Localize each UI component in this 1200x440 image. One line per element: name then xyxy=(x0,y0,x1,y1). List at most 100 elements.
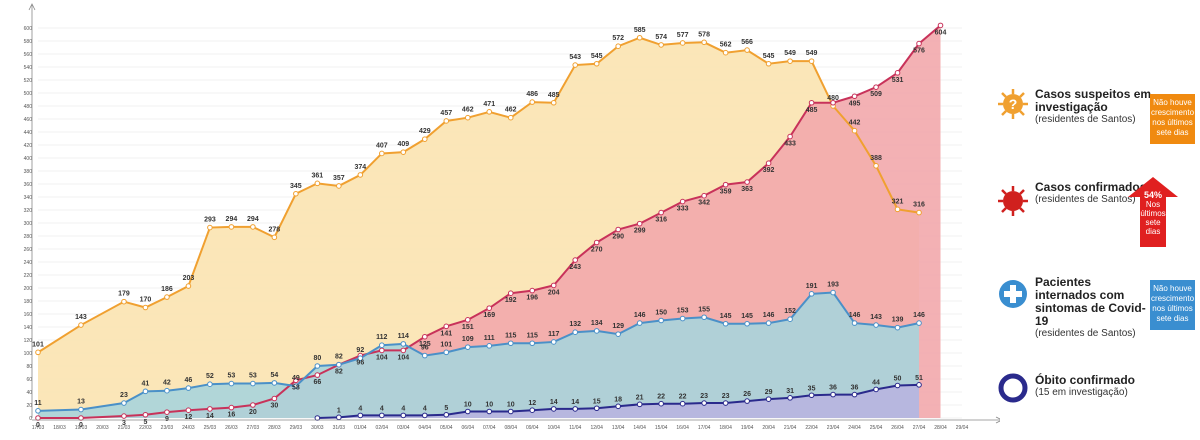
data-label: 407 xyxy=(376,142,388,149)
y-tick-label: 220 xyxy=(24,273,33,279)
data-label: 545 xyxy=(763,53,775,60)
data-point xyxy=(615,226,621,233)
x-tick-label: 17/03 xyxy=(32,425,45,431)
data-point xyxy=(701,39,707,46)
data-label: 104 xyxy=(376,354,388,361)
data-label: 10 xyxy=(507,402,515,409)
data-point xyxy=(550,339,557,345)
data-label: 12 xyxy=(528,400,536,407)
x-tick-label: 25/04 xyxy=(870,425,883,431)
data-label: 23 xyxy=(700,393,708,400)
data-label: 42 xyxy=(163,380,171,387)
data-label: 0 xyxy=(79,422,83,429)
data-label: 146 xyxy=(849,312,861,319)
data-point xyxy=(679,400,686,407)
chart-axes xyxy=(28,3,1000,424)
data-label: 146 xyxy=(913,312,925,319)
data-point xyxy=(658,209,664,216)
x-tick-label: 27/04 xyxy=(913,425,926,431)
legend-confirmados-title: Casos confirmados (residentes de Santos) xyxy=(1035,181,1155,206)
data-point xyxy=(916,320,922,326)
area-3 xyxy=(317,384,920,418)
x-tick-label: 19/03 xyxy=(75,425,88,431)
data-label: 80 xyxy=(313,355,321,362)
data-point xyxy=(421,333,428,340)
data-point xyxy=(443,411,450,418)
data-label: 58 xyxy=(292,384,300,391)
data-point xyxy=(250,402,256,408)
data-point xyxy=(379,342,385,349)
data-point xyxy=(636,401,643,408)
data-point xyxy=(765,160,772,166)
data-label: 26 xyxy=(743,391,751,398)
data-label: 316 xyxy=(655,217,667,224)
data-label: 457 xyxy=(440,110,452,117)
data-label: 12 xyxy=(185,414,193,421)
legend-internados-title: Pacientes internados com sintomas de Cov… xyxy=(1035,276,1155,340)
data-point xyxy=(400,341,407,347)
data-label: 36 xyxy=(851,385,859,392)
svg-text:?: ? xyxy=(1009,96,1018,112)
data-label: 153 xyxy=(677,308,689,315)
data-label: 203 xyxy=(183,275,195,282)
data-point xyxy=(593,239,600,246)
data-point xyxy=(207,406,213,412)
x-tick-label: 18/04 xyxy=(719,425,732,431)
data-label: 53 xyxy=(227,373,235,380)
y-tick-labels: 0 20 40 60 80 100 120 140 160 180 200 220 240 260 280 3… xyxy=(24,26,33,422)
y-tick-label: 540 xyxy=(24,65,33,71)
data-label: 151 xyxy=(462,324,474,331)
x-tick-label: 13/04 xyxy=(612,425,625,431)
data-point xyxy=(228,380,235,387)
x-tick-label: 20/03 xyxy=(96,425,109,431)
data-label: 44 xyxy=(872,379,880,386)
data-point xyxy=(744,398,750,404)
data-label: 0 xyxy=(36,422,40,429)
data-label: 66 xyxy=(313,379,321,386)
x-tick-label: 10/04 xyxy=(547,425,560,431)
data-label: 18 xyxy=(614,396,622,403)
data-label: 409 xyxy=(397,141,409,148)
y-tick-label: 300 xyxy=(24,221,33,227)
x-tick-label: 24/04 xyxy=(848,425,861,431)
data-label: 49 xyxy=(292,375,300,382)
data-point xyxy=(572,406,579,412)
y-tick-label: 400 xyxy=(24,156,33,162)
data-point xyxy=(894,382,901,389)
data-label: 196 xyxy=(526,295,538,302)
data-point xyxy=(873,84,879,90)
data-point xyxy=(507,340,514,347)
data-point xyxy=(121,298,127,305)
data-point xyxy=(937,22,944,29)
data-point xyxy=(636,320,643,326)
x-tick-label: 26/04 xyxy=(891,425,904,431)
data-label: 141 xyxy=(440,330,452,337)
data-point xyxy=(894,324,901,331)
data-label: 52 xyxy=(206,373,214,380)
data-point xyxy=(787,316,793,323)
data-point xyxy=(787,133,793,140)
data-label: 342 xyxy=(698,200,710,207)
x-tick-label: 12/04 xyxy=(590,425,603,431)
data-point xyxy=(593,405,600,412)
data-label: 115 xyxy=(505,332,516,339)
data-point xyxy=(851,320,858,326)
data-label: 374 xyxy=(354,164,366,171)
cross-icon xyxy=(999,280,1027,308)
y-tick-label: 200 xyxy=(24,286,33,292)
data-label: 462 xyxy=(505,107,517,114)
data-label: 278 xyxy=(269,226,281,233)
data-label: 21 xyxy=(636,394,644,401)
data-point xyxy=(400,412,407,419)
y-tick-label: 360 xyxy=(24,182,33,188)
data-point xyxy=(421,352,428,359)
x-tick-label: 02/04 xyxy=(376,425,389,431)
data-point xyxy=(916,382,922,388)
data-label: 462 xyxy=(462,107,474,114)
legend-confirmados-badge-text: Nos últimos sete dias xyxy=(1140,200,1166,236)
data-point xyxy=(271,395,278,402)
data-point xyxy=(379,347,385,354)
data-label: 388 xyxy=(870,155,882,162)
legend-confirmados-pct: 54% xyxy=(1143,190,1162,200)
